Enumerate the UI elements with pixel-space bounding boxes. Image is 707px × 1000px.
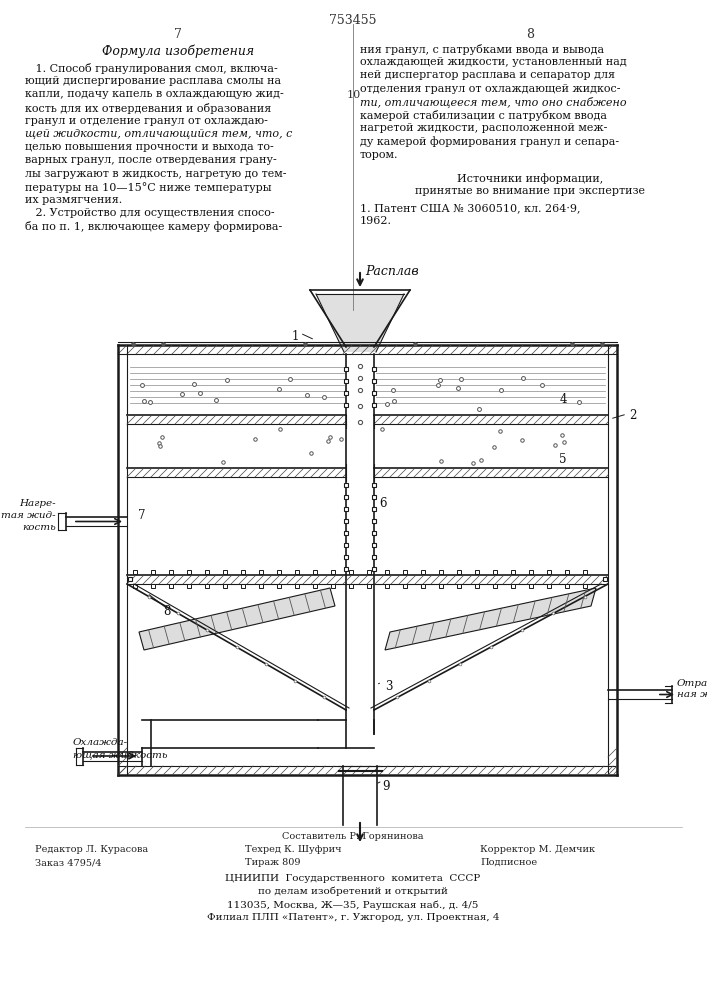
Text: 753455: 753455 — [329, 14, 377, 27]
Text: 8: 8 — [526, 28, 534, 41]
Text: принятые во внимание при экспертизе: принятые во внимание при экспертизе — [415, 186, 645, 196]
Text: Тираж 809: Тираж 809 — [245, 858, 300, 867]
Text: капли, подачу капель в охлаждающую жид-: капли, подачу капель в охлаждающую жид- — [25, 89, 284, 99]
Text: Редактор Л. Курасова: Редактор Л. Курасова — [35, 845, 148, 854]
Text: камерой стабилизации с патрубком ввода: камерой стабилизации с патрубком ввода — [360, 110, 607, 121]
Text: 8: 8 — [163, 605, 170, 618]
Text: ти, отличающееся тем, что оно снабжено: ти, отличающееся тем, что оно снабжено — [360, 97, 626, 108]
Text: тором.: тором. — [360, 150, 399, 160]
Text: 1. Способ гранулирования смол, включа-: 1. Способ гранулирования смол, включа- — [25, 63, 278, 74]
Text: 113035, Москва, Ж—35, Раушская наб., д. 4/5: 113035, Москва, Ж—35, Раушская наб., д. … — [228, 900, 479, 910]
Text: Отработан-: Отработан- — [677, 678, 707, 688]
Text: Техред К. Шуфрич: Техред К. Шуфрич — [245, 845, 341, 854]
Text: охлаждающей жидкости, установленный над: охлаждающей жидкости, установленный над — [360, 57, 626, 67]
Text: Корректор М. Демчик: Корректор М. Демчик — [480, 845, 595, 854]
Text: гранул и отделение гранул от охлаждаю-: гранул и отделение гранул от охлаждаю- — [25, 116, 268, 126]
Text: 1962.: 1962. — [360, 216, 392, 226]
Text: 2. Устройство для осуществления спосо-: 2. Устройство для осуществления спосо- — [25, 208, 274, 218]
Text: ная жидкость: ная жидкость — [677, 690, 707, 699]
Text: целью повышения прочности и выхода то-: целью повышения прочности и выхода то- — [25, 142, 274, 152]
Text: Охлажда-: Охлажда- — [73, 738, 128, 747]
Polygon shape — [316, 294, 404, 352]
Text: ЦНИИПИ  Государственного  комитета  СССР: ЦНИИПИ Государственного комитета СССР — [226, 874, 481, 883]
Text: 1. Патент США № 3060510, кл. 264·9,: 1. Патент США № 3060510, кл. 264·9, — [360, 203, 580, 213]
Text: по делам изобретений и открытий: по делам изобретений и открытий — [258, 887, 448, 896]
Text: нагретой жидкости, расположенной меж-: нагретой жидкости, расположенной меж- — [360, 123, 607, 133]
Text: 9: 9 — [382, 780, 390, 793]
Text: варных гранул, после отвердевания грану-: варных гранул, после отвердевания грану- — [25, 155, 276, 165]
Text: пературы на 10—15°С ниже температуры: пературы на 10—15°С ниже температуры — [25, 182, 271, 193]
Text: Заказ 4795/4: Заказ 4795/4 — [35, 858, 102, 867]
Text: 10: 10 — [347, 90, 361, 100]
Polygon shape — [139, 588, 335, 650]
Text: Нагре-: Нагре- — [19, 499, 56, 508]
Text: 7: 7 — [174, 28, 182, 41]
Polygon shape — [385, 588, 596, 650]
Text: Филиал ПЛП «Патент», г. Ужгород, ул. Проектная, 4: Филиал ПЛП «Патент», г. Ужгород, ул. Про… — [206, 913, 499, 922]
Text: Формула изобретения: Формула изобретения — [102, 44, 254, 57]
Text: 5: 5 — [559, 453, 567, 466]
Text: 7: 7 — [139, 509, 146, 522]
Text: тая жид-: тая жид- — [1, 511, 56, 520]
Text: 1: 1 — [291, 330, 298, 343]
Text: 2: 2 — [629, 409, 636, 422]
Text: 3: 3 — [385, 680, 392, 693]
Text: Подписное: Подписное — [480, 858, 537, 867]
Text: ней диспергатор расплава и сепаратор для: ней диспергатор расплава и сепаратор для — [360, 70, 615, 80]
Text: Расплав: Расплав — [365, 265, 419, 278]
Text: ба по п. 1, включающее камеру формирова-: ба по п. 1, включающее камеру формирова- — [25, 221, 282, 232]
Text: ющий диспергирование расплава смолы на: ющий диспергирование расплава смолы на — [25, 76, 281, 86]
Text: 4: 4 — [559, 393, 567, 406]
Text: 6: 6 — [379, 497, 387, 510]
Text: Источники информации,: Источники информации, — [457, 173, 603, 184]
Text: ющая жидкость: ющая жидкость — [73, 750, 168, 759]
Text: щей жидкости, отличающийся тем, что, с: щей жидкости, отличающийся тем, что, с — [25, 129, 293, 139]
Text: ния гранул, с патрубками ввода и вывода: ния гранул, с патрубками ввода и вывода — [360, 44, 604, 55]
Text: лы загружают в жидкость, нагретую до тем-: лы загружают в жидкость, нагретую до тем… — [25, 169, 286, 179]
Text: Составитель Р. Горянинова: Составитель Р. Горянинова — [282, 832, 423, 841]
Text: ду камерой формирования гранул и сепара-: ду камерой формирования гранул и сепара- — [360, 136, 619, 147]
Text: кость: кость — [22, 523, 56, 532]
Text: кость для их отвердевания и образования: кость для их отвердевания и образования — [25, 103, 271, 114]
Text: их размягчения.: их размягчения. — [25, 195, 122, 205]
Text: отделения гранул от охлаждающей жидкос-: отделения гранул от охлаждающей жидкос- — [360, 84, 621, 94]
